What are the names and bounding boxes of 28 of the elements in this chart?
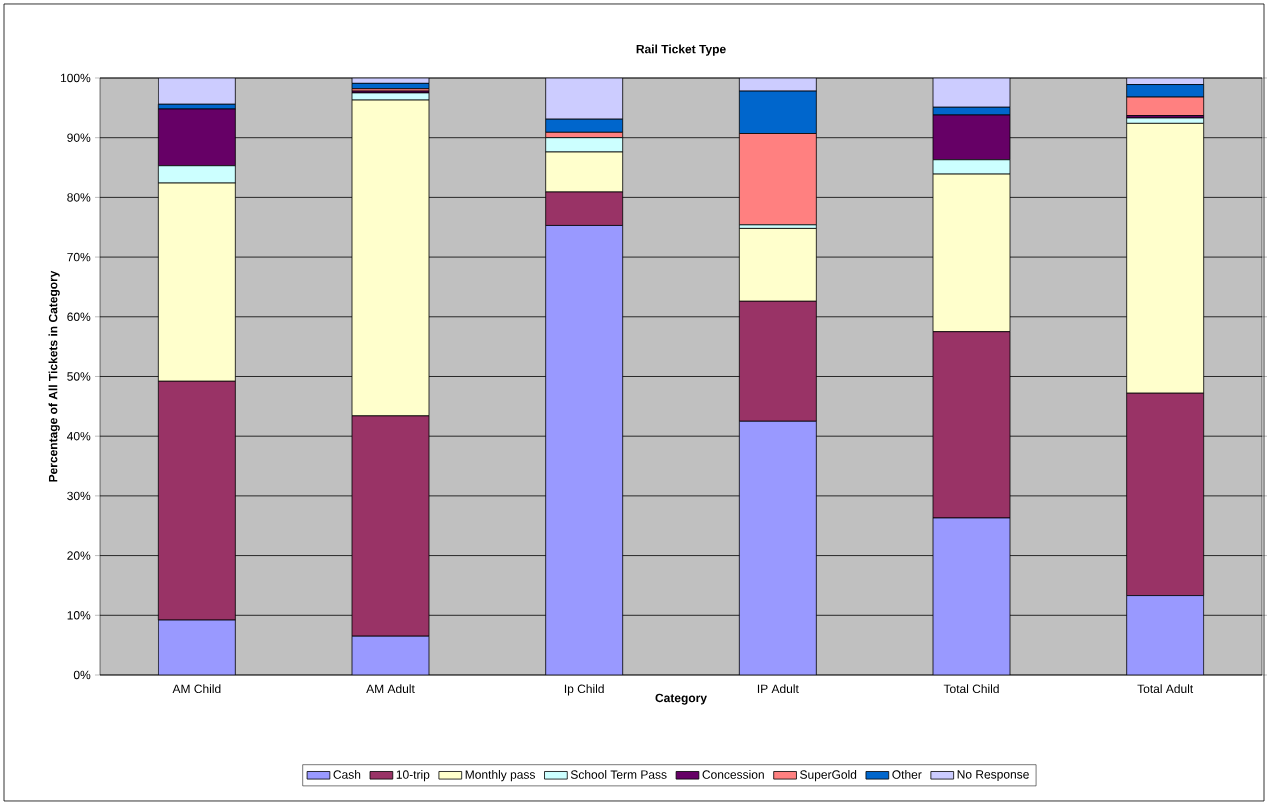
y-tick-label: 60% [67, 312, 91, 322]
chart-title: Rail Ticket Type [636, 44, 726, 56]
legend-label: Monthly pass [465, 770, 535, 782]
y-tick-label: 100% [60, 73, 91, 83]
legend-label: School Term Pass [570, 770, 667, 779]
legend-label: No Response [957, 770, 1029, 781]
legend-label: Other [892, 770, 922, 779]
legend-label: Concession [702, 770, 764, 779]
y-tick-label: 30% [67, 491, 91, 501]
y-tick-label: 0% [73, 670, 91, 680]
y-tick-label: 10% [67, 611, 91, 620]
y-tick-label: 80% [67, 193, 91, 202]
y-tick-label: 40% [66, 431, 91, 441]
x-tick-label: AM Adult [366, 684, 415, 694]
x-tick-label: Ip Child [564, 684, 604, 696]
x-tick-label: Total Child [943, 684, 999, 694]
legend-label: Cash [333, 770, 361, 779]
y-tick-label: 20% [67, 551, 91, 560]
x-axis-title: Category [655, 693, 707, 705]
x-tick-label: Total Adult [1137, 684, 1194, 694]
legend-label: 10-trip [396, 770, 430, 782]
legend-label: SuperGold [800, 770, 857, 782]
y-tick-label: 50% [67, 372, 91, 381]
x-tick-label: IP Adult [757, 684, 799, 694]
y-tick-label: 90% [67, 133, 91, 142]
y-axis-title: Percentage of All Tickets in Category [48, 270, 60, 482]
y-tick-label: 70% [67, 252, 91, 262]
x-tick-label: AM Child [172, 684, 221, 694]
